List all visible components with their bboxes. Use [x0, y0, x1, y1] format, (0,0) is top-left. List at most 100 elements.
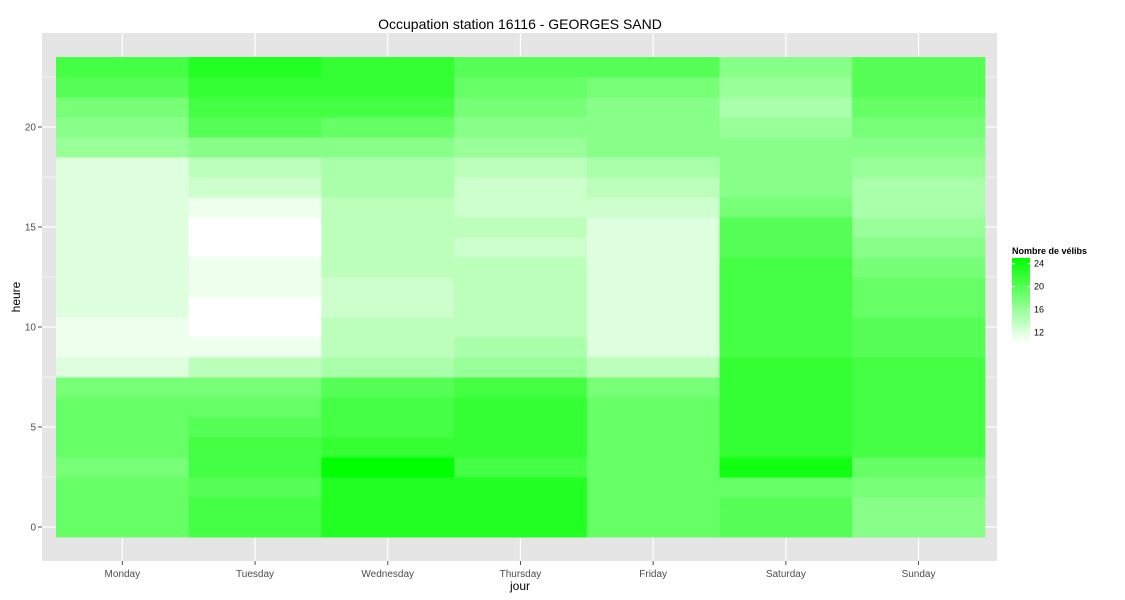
heatmap-cell — [454, 517, 588, 538]
heatmap-cell — [719, 117, 853, 138]
heatmap-cell — [56, 297, 190, 318]
heatmap-cell — [188, 517, 322, 538]
heatmap-cell — [454, 237, 588, 258]
x-tick-label: Thursday — [500, 569, 542, 580]
y-tick-label: 20 — [25, 123, 37, 134]
heatmap-cell — [188, 417, 322, 438]
heatmap-cell — [852, 237, 986, 258]
heatmap-cell — [454, 317, 588, 338]
heatmap-cell — [321, 117, 455, 138]
heatmap-cells — [56, 57, 986, 538]
heatmap-cell — [586, 217, 720, 238]
heatmap-cell — [454, 97, 588, 118]
heatmap-cell — [56, 197, 190, 218]
heatmap-cell — [719, 137, 853, 158]
heatmap-cell — [852, 337, 986, 358]
heatmap-cell — [454, 197, 588, 218]
heatmap-cell — [321, 97, 455, 118]
heatmap-cell — [188, 57, 322, 78]
heatmap-cell — [454, 117, 588, 138]
heatmap-cell — [852, 117, 986, 138]
y-tick-label: 15 — [25, 223, 37, 234]
heatmap-cell — [56, 417, 190, 438]
heatmap-cell — [586, 117, 720, 138]
heatmap-cell — [852, 377, 986, 398]
heatmap-cell — [586, 137, 720, 158]
heatmap-cell — [852, 77, 986, 98]
heatmap-cell — [852, 517, 986, 538]
heatmap-cell — [454, 377, 588, 398]
y-tick-label: 10 — [25, 323, 37, 334]
heatmap-cell — [586, 77, 720, 98]
heatmap-cell — [188, 337, 322, 358]
heatmap-cell — [188, 497, 322, 518]
heatmap-cell — [586, 477, 720, 498]
heatmap-cell — [586, 417, 720, 438]
color-legend: Nombre de vélibs 12 16 20 24 — [1012, 246, 1087, 344]
heatmap-cell — [321, 317, 455, 338]
heatmap-cell — [852, 197, 986, 218]
heatmap-cell — [321, 297, 455, 318]
heatmap-cell — [719, 437, 853, 458]
x-tick-label: Wednesday — [361, 569, 414, 580]
heatmap-cell — [586, 157, 720, 178]
heatmap-cell — [56, 97, 190, 118]
heatmap-cell — [188, 237, 322, 258]
heatmap-cell — [188, 257, 322, 278]
heatmap-cell — [719, 237, 853, 258]
heatmap-cell — [586, 257, 720, 278]
heatmap-cell — [321, 477, 455, 498]
heatmap-cell — [56, 457, 190, 478]
heatmap-cell — [586, 317, 720, 338]
heatmap-cell — [321, 197, 455, 218]
heatmap-cell — [188, 197, 322, 218]
heatmap-cell — [719, 497, 853, 518]
legend-ticks: 12 16 20 24 — [1012, 259, 1044, 338]
heatmap-cell — [56, 397, 190, 418]
heatmap-cell — [56, 357, 190, 378]
heatmap-cell — [188, 437, 322, 458]
heatmap-cell — [321, 397, 455, 418]
heatmap-cell — [586, 237, 720, 258]
x-axis: Monday Tuesday Wednesday Thursday Friday Satu… — [105, 561, 936, 580]
heatmap-cell — [719, 217, 853, 238]
heatmap-cell — [321, 517, 455, 538]
heatmap-cell — [852, 157, 986, 178]
heatmap-cell — [56, 177, 190, 198]
heatmap-cell — [719, 257, 853, 278]
heatmap-cell — [719, 97, 853, 118]
heatmap-cell — [454, 257, 588, 278]
heatmap-cell — [188, 457, 322, 478]
heatmap-cell — [321, 417, 455, 438]
heatmap-cell — [454, 337, 588, 358]
heatmap-cell — [454, 137, 588, 158]
x-tick-label: Tuesday — [236, 569, 274, 580]
legend-tick-label: 16 — [1034, 305, 1044, 315]
heatmap-cell — [56, 377, 190, 398]
legend-tick-label: 20 — [1034, 282, 1044, 292]
heatmap-cell — [852, 397, 986, 418]
heatmap-cell — [321, 457, 455, 478]
heatmap-cell — [586, 437, 720, 458]
heatmap-cell — [586, 457, 720, 478]
y-tick-label: 0 — [30, 523, 36, 534]
heatmap-cell — [188, 477, 322, 498]
heatmap-cell — [852, 257, 986, 278]
heatmap-cell — [321, 437, 455, 458]
heatmap-cell — [454, 437, 588, 458]
heatmap-cell — [852, 217, 986, 238]
heatmap-cell — [56, 257, 190, 278]
heatmap-cell — [719, 337, 853, 358]
heatmap-cell — [586, 357, 720, 378]
heatmap-cell — [852, 297, 986, 318]
heatmap-cell — [321, 157, 455, 178]
heatmap-cell — [719, 77, 853, 98]
legend-colorbar — [1012, 258, 1030, 344]
heatmap-cell — [188, 297, 322, 318]
heatmap-cell — [586, 497, 720, 518]
heatmap-cell — [454, 177, 588, 198]
heatmap-cell — [454, 417, 588, 438]
heatmap-cell — [586, 397, 720, 418]
x-axis-title: jour — [509, 579, 530, 593]
heatmap-cell — [719, 397, 853, 418]
